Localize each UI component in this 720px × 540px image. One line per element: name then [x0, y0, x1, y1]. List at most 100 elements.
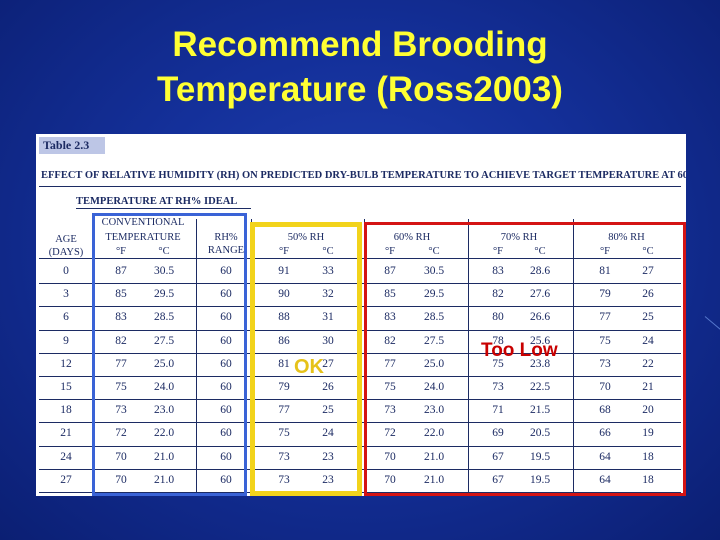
table-cell: 77 [384, 357, 396, 370]
table-cell: 21 [642, 381, 654, 393]
table-cell: 23.0 [153, 404, 175, 417]
table-cell: 25.0 [423, 357, 445, 370]
table-cell: 78 [492, 334, 504, 347]
rh60-header: 60% RH [393, 232, 431, 243]
table-cell: 21.0 [423, 473, 445, 486]
table-cell: 24 [60, 450, 72, 463]
too-low-label: Too Low [481, 340, 558, 361]
table-cell: 82 [115, 334, 127, 347]
table-cell: 88 [278, 311, 290, 324]
table-cell: 77 [278, 404, 290, 417]
table-cell: 21.5 [529, 404, 551, 417]
age-header-bottom: (DAYS) [48, 247, 84, 258]
table-cell: 19.5 [529, 450, 551, 463]
table-cell: 60 [220, 311, 232, 324]
table-cell: 22.0 [153, 427, 175, 440]
table-cell: 60 [220, 450, 232, 463]
table-cell: 80 [492, 311, 504, 324]
table-cell: 21.0 [153, 473, 175, 486]
table-caption: EFFECT OF RELATIVE HUMIDITY (RH) ON PRED… [41, 170, 686, 181]
table-cell: 60 [220, 265, 232, 277]
ok-label: OK [294, 356, 324, 378]
table-cell: 83 [384, 311, 396, 324]
table-cell: 25 [322, 404, 334, 417]
table-cell: 9 [63, 334, 69, 347]
table-cell: 29.5 [153, 288, 175, 301]
title-line-1: Recommend Brooding [172, 25, 548, 64]
table-cell: 23 [322, 473, 334, 486]
table-cell: 26 [642, 288, 654, 301]
table-cell: 25.0 [153, 357, 175, 370]
table-cell: 73 [278, 473, 290, 486]
rh70-header: 70% RH [500, 232, 538, 243]
table-cell: 22 [642, 357, 654, 370]
unit-f-header: °F [492, 246, 504, 257]
table-cell: 73 [599, 357, 611, 370]
table-cell: 77 [115, 357, 127, 370]
table-cell: 30.5 [423, 265, 445, 277]
table-cell: 67 [492, 450, 504, 463]
table-cell: 87 [115, 265, 127, 277]
table-cell: 30.5 [153, 265, 175, 277]
table-cell: 32 [322, 288, 334, 301]
table-cell: 27.5 [423, 334, 445, 347]
table-cell: 83 [115, 311, 127, 324]
table-cell: 21 [60, 427, 72, 440]
table-cell: 91 [278, 265, 290, 277]
table-cell: 77 [599, 311, 611, 324]
table-subcaption: TEMPERATURE AT RH% IDEAL [76, 196, 238, 207]
table-cell: 33 [322, 265, 334, 277]
table-cell: 19.5 [529, 473, 551, 486]
table-cell: 75 [278, 427, 290, 440]
table-cell: 70 [115, 450, 127, 463]
table-cell: 82 [492, 288, 504, 301]
table-cell: 31 [322, 311, 334, 324]
decorative-line [704, 316, 720, 332]
table-cell: 81 [599, 265, 611, 277]
table-cell: 28.5 [153, 311, 175, 324]
table-cell: 86 [278, 334, 290, 347]
table-cell: 60 [220, 381, 232, 393]
ok-highlight-frame [250, 222, 362, 496]
table-cell: 72 [115, 427, 127, 440]
table-cell: 75 [492, 357, 504, 370]
table-cell: 24.0 [153, 381, 175, 393]
table-cell: 60 [220, 404, 232, 417]
table-cell: 21.0 [423, 450, 445, 463]
table-cell: 71 [492, 404, 504, 417]
table-cell: 27 [60, 473, 72, 486]
table-cell: 28.5 [423, 311, 445, 324]
table-cell: 85 [384, 288, 396, 301]
table-cell: 23.0 [423, 404, 445, 417]
table-cell: 27.5 [153, 334, 175, 347]
table-cell: 25.6 [529, 334, 551, 347]
conventional-header-top: CONVENTIONAL [101, 217, 185, 228]
table-cell: 18 [642, 473, 654, 486]
table-cell: 72 [384, 427, 396, 440]
table-cell: 20.5 [529, 427, 551, 440]
unit-f-header: °F [115, 246, 127, 257]
unit-f-header: °F [599, 246, 611, 257]
table-cell: 73 [492, 381, 504, 393]
table-cell: 60 [220, 473, 232, 486]
table-cell: 81 [278, 357, 290, 370]
table-cell: 67 [492, 473, 504, 486]
conventional-highlight-frame [92, 213, 247, 496]
table-cell: 70 [384, 450, 396, 463]
rh-range-header-bottom: RANGE [207, 245, 245, 256]
table-cell: 25 [642, 311, 654, 324]
table-cell: 24 [322, 427, 334, 440]
table-cell: 70 [599, 381, 611, 393]
unit-f-header: °F [278, 246, 290, 257]
table-cell: 70 [115, 473, 127, 486]
unit-c-header: °C [642, 246, 654, 257]
table-cell: 73 [278, 450, 290, 463]
table-cell: 27 [642, 265, 654, 277]
rule-60rh [468, 219, 469, 496]
rh50-header: 50% RH [287, 232, 325, 243]
table-cell: 26 [322, 381, 334, 393]
rh80-header: 80% RH [608, 232, 645, 243]
table-cell: 64 [599, 473, 611, 486]
conventional-header-bottom: TEMPERATURE [105, 232, 181, 243]
unit-c-header: °C [428, 246, 440, 257]
